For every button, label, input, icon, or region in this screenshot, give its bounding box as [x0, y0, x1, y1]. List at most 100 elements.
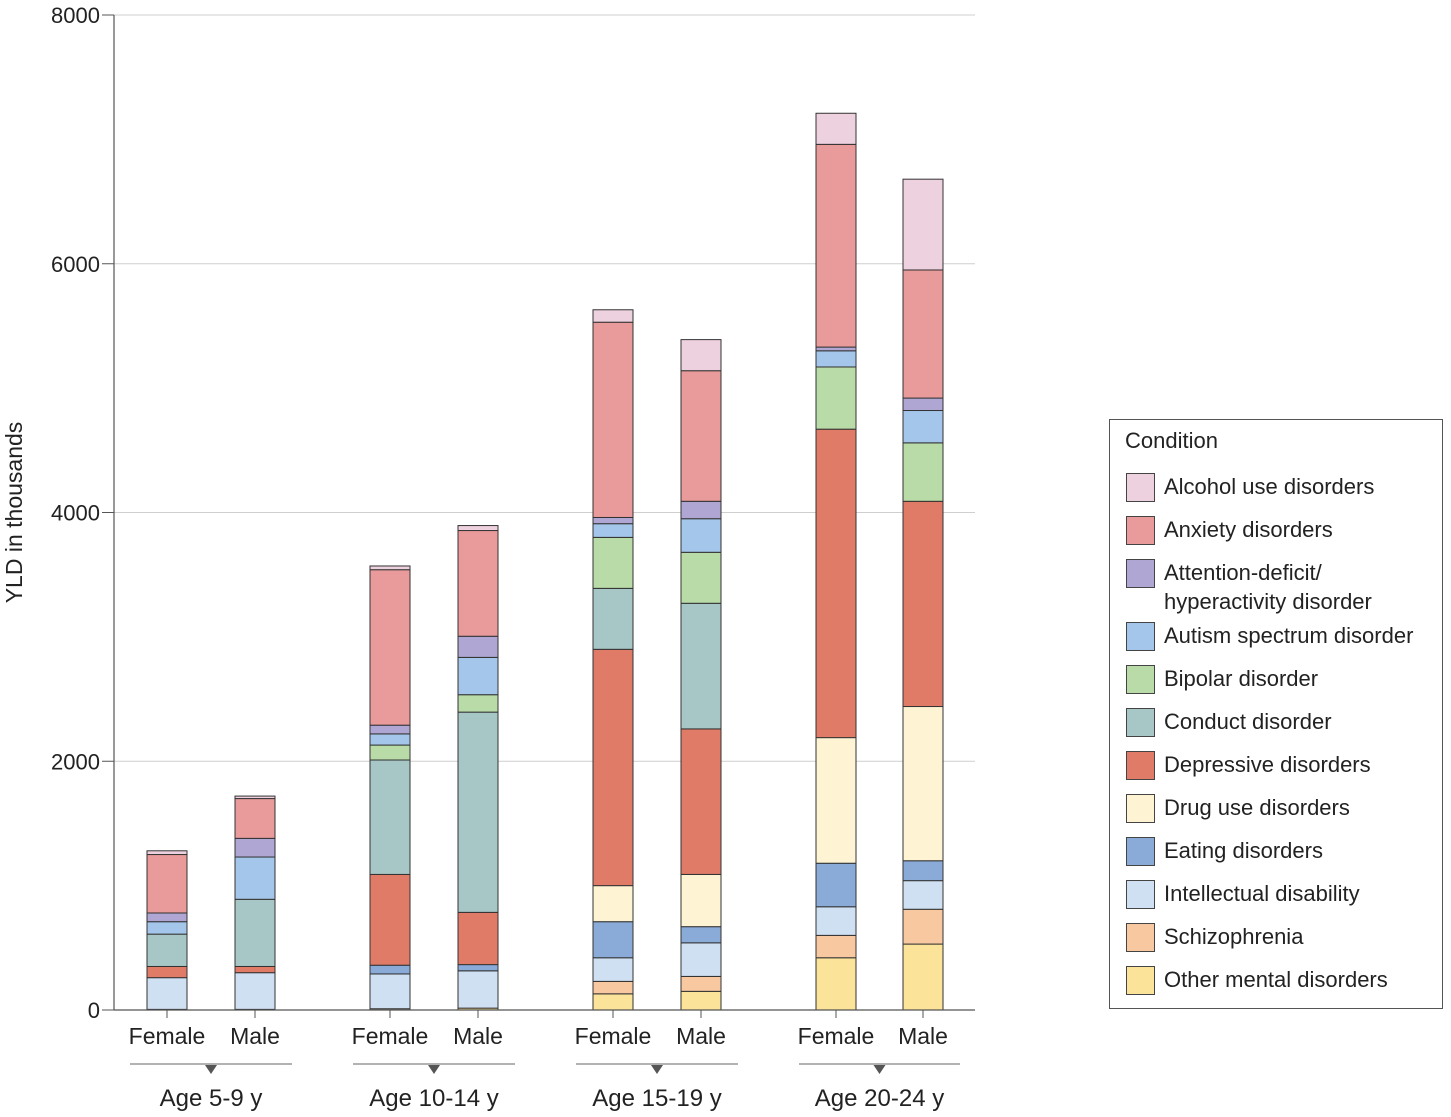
legend-label: Other mental disorders	[1164, 967, 1388, 992]
bar-segment	[592, 587, 634, 650]
bar-segment	[234, 856, 276, 900]
bar-segment	[369, 759, 411, 875]
bar-segment	[457, 711, 499, 913]
bar-segment	[146, 965, 188, 979]
bar-segment	[592, 885, 634, 923]
legend-label: Alcohol use disorders	[1164, 474, 1375, 499]
group-label: Age 5-9 y	[160, 1085, 263, 1112]
bar-segment	[680, 990, 722, 1011]
y-tick-label: 8000	[51, 3, 100, 28]
labels: 0 2000 4000 6000 8000 YLD in thousands Female M…	[1, 3, 948, 1112]
group-label: Age 20-24 y	[815, 1085, 944, 1112]
legend-swatch	[1126, 559, 1155, 588]
x-category-label: Female	[129, 1023, 206, 1049]
bar-segment	[592, 957, 634, 982]
x-category-label: Male	[898, 1023, 948, 1049]
legend-item: Other mental disorders	[1126, 965, 1438, 995]
legend-label: Conduct disorder	[1164, 709, 1332, 734]
bar-segment	[902, 269, 944, 399]
bar-segment	[234, 798, 276, 839]
x-category-label: Female	[575, 1023, 652, 1049]
bar-segment	[234, 972, 276, 1010]
bar-segment	[680, 873, 722, 928]
y-tick-label: 0	[88, 998, 100, 1023]
legend-label: Drug use disorders	[1164, 795, 1350, 820]
bar-segment	[902, 943, 944, 1011]
x-category-label: Female	[798, 1023, 875, 1049]
legend-swatch	[1126, 923, 1155, 952]
bar-segment	[234, 965, 276, 974]
legend-item: Bipolar disorder	[1126, 664, 1438, 694]
bar-segment	[369, 724, 411, 735]
legend-label: Eating disorders	[1164, 838, 1323, 863]
bar-segment	[369, 873, 411, 966]
bar-segment	[815, 957, 857, 1011]
bar-segment	[592, 648, 634, 887]
bar-segment	[815, 143, 857, 348]
legend-swatch	[1126, 880, 1155, 909]
legend-item: Schizophrenia	[1126, 922, 1438, 952]
bar-segment	[902, 500, 944, 708]
bar-segment	[680, 975, 722, 992]
bar-segment	[592, 536, 634, 589]
group-marker	[428, 1065, 440, 1074]
legend-label: Intellectual disability	[1164, 881, 1360, 906]
bar-segment	[369, 733, 411, 746]
group-label: Age 15-19 y	[592, 1085, 721, 1112]
x-category-label: Female	[352, 1023, 429, 1049]
bar-segment	[902, 880, 944, 910]
bar-segment	[680, 551, 722, 604]
bar-segment	[815, 112, 857, 145]
bar-segment	[592, 309, 634, 323]
bar-segment	[902, 442, 944, 502]
legend-swatch	[1126, 966, 1155, 995]
legend-label: Schizophrenia	[1164, 924, 1304, 949]
bar-segment	[815, 737, 857, 864]
legend-item: Alcohol use disorders	[1126, 472, 1438, 502]
bar-segment	[369, 569, 411, 726]
bar-segment	[457, 694, 499, 713]
legend-swatch	[1126, 665, 1155, 694]
legend-label: Bipolar disorder	[1164, 666, 1319, 691]
y-tick-label: 4000	[51, 501, 100, 526]
legend-item: Drug use disorders	[1126, 793, 1438, 823]
bar-segment	[592, 993, 634, 1011]
bar-segment	[457, 911, 499, 966]
legend-label: Autism spectrum disorder	[1164, 623, 1414, 648]
legend-item: Intellectual disability	[1126, 879, 1438, 909]
legend-swatch	[1126, 473, 1155, 502]
bar-segment	[815, 862, 857, 908]
group-marker	[651, 1065, 663, 1074]
bar-segment	[680, 602, 722, 730]
bar-segment	[369, 744, 411, 761]
bar-segment	[815, 906, 857, 936]
bar-segment	[457, 530, 499, 637]
bar-segment	[234, 898, 276, 967]
bar-segment	[369, 565, 411, 571]
bar-segment	[457, 656, 499, 696]
bar-segment	[680, 370, 722, 502]
bar-segment	[457, 964, 499, 972]
legend-swatch	[1126, 516, 1155, 545]
bar-segment	[369, 964, 411, 975]
bar-segment	[815, 934, 857, 959]
bar-segment	[234, 795, 276, 800]
legend-item: Anxiety disorders	[1126, 515, 1438, 545]
legend-swatch	[1126, 708, 1155, 737]
y-tick-label: 2000	[51, 749, 100, 774]
bar-segment	[815, 350, 857, 368]
y-axis-title: YLD in thousands	[1, 422, 27, 604]
group-label: Age 10-14 y	[369, 1085, 498, 1112]
bar-segment	[369, 973, 411, 1010]
bar-segment	[815, 428, 857, 739]
bar-segment	[146, 921, 188, 935]
bar-segment	[902, 410, 944, 444]
bar-segment	[146, 912, 188, 923]
legend: Condition Alcohol use disorders Anxiety d…	[1109, 419, 1443, 1009]
bar-segment	[457, 525, 499, 532]
bar-segment	[592, 980, 634, 995]
bars	[146, 112, 944, 1011]
bar-segment	[902, 908, 944, 945]
bar-segment	[592, 321, 634, 518]
